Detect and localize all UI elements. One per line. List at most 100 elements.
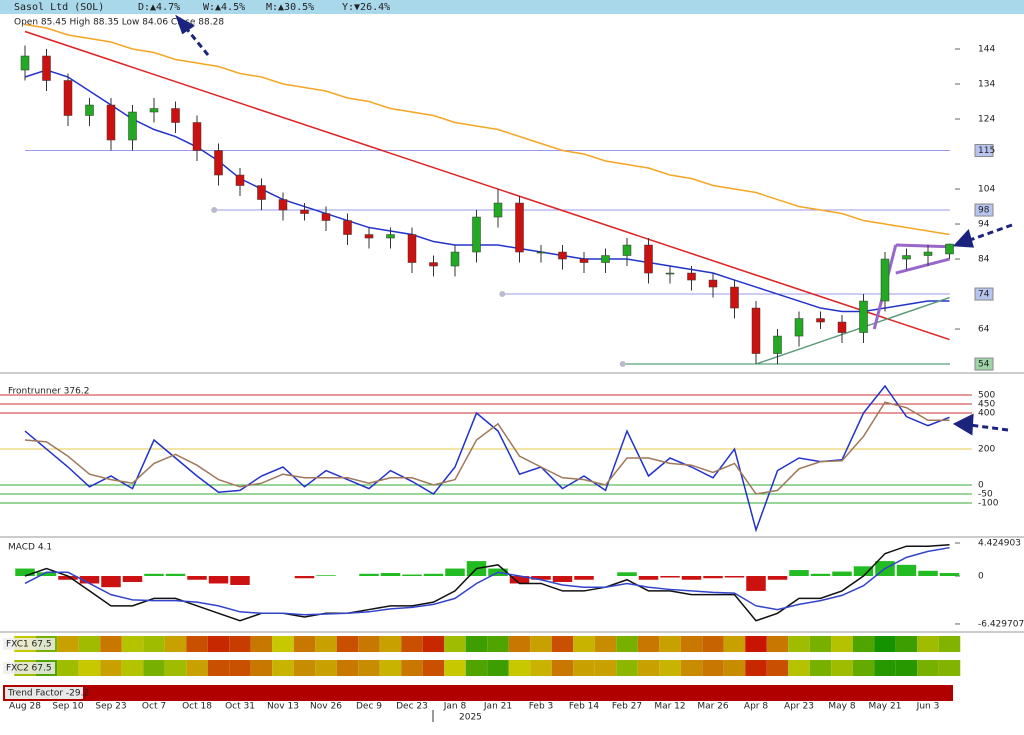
- arrow-head: [175, 14, 195, 35]
- candle-body: [665, 272, 675, 275]
- arrow-head: [952, 413, 974, 436]
- histogram-bar: [832, 571, 852, 577]
- candle-body: [300, 209, 309, 214]
- heat-cell: [723, 636, 746, 652]
- heat-cell: [487, 660, 509, 676]
- heat-cell: [788, 636, 810, 652]
- x-tick-label: Apr 8: [744, 702, 768, 712]
- arrow-head: [952, 229, 975, 248]
- heat-cell: [874, 660, 896, 676]
- heat-cell: [508, 660, 531, 676]
- x-tick-label: Nov 13: [267, 702, 299, 712]
- histogram-bar: [230, 576, 250, 585]
- candle-body: [343, 220, 352, 235]
- series-line: [24, 543, 950, 622]
- histogram-bar: [359, 573, 379, 577]
- histogram-bar: [316, 575, 336, 577]
- histogram-bar: [15, 568, 35, 577]
- heat-cell: [379, 660, 402, 676]
- heat-label: FXC2 67.5: [6, 664, 52, 674]
- level-anchor: [211, 207, 218, 214]
- heat-cell: [917, 660, 939, 676]
- series-line: [24, 401, 950, 495]
- year-label: 2025: [459, 713, 482, 723]
- heat-cell: [336, 636, 359, 652]
- heat-cell: [336, 660, 359, 676]
- heat-cell: [508, 636, 531, 652]
- heat-cell: [121, 660, 144, 676]
- trend-factor-label: Trend Factor -29.2: [7, 689, 89, 699]
- heat-cell: [272, 660, 294, 676]
- candle-body: [42, 55, 51, 81]
- heat-cell: [229, 660, 251, 676]
- heat-cell: [745, 636, 767, 652]
- heat-cell: [573, 660, 595, 676]
- candle-body: [816, 318, 825, 323]
- heat-cell: [938, 660, 961, 676]
- change: M:▲30.5%: [266, 2, 314, 13]
- heat-cell: [680, 660, 703, 676]
- histogram-bar: [79, 576, 100, 584]
- heat-cell: [401, 660, 423, 676]
- panel-title: MACD 4.1: [8, 543, 52, 553]
- histogram-bar: [423, 573, 444, 577]
- level-label: 98: [978, 206, 990, 216]
- heat-cell: [530, 636, 552, 652]
- heat-cell: [229, 636, 251, 652]
- x-tick-label: Dec 9: [356, 702, 382, 712]
- candle-body: [730, 286, 739, 309]
- trend-line: [755, 296, 950, 365]
- heat-cell: [573, 636, 595, 652]
- y-tick-label: 450: [978, 400, 995, 410]
- candle-body: [644, 244, 653, 274]
- series-line: [24, 23, 950, 236]
- series-line: [24, 69, 950, 313]
- heat-cell: [401, 636, 423, 652]
- series-line: [24, 546, 950, 616]
- trend-line: [895, 257, 950, 275]
- heat-cell: [809, 660, 832, 676]
- y-tick-label: 400: [978, 409, 995, 419]
- heat-cell: [530, 660, 552, 676]
- histogram-bar: [703, 576, 723, 579]
- x-tick-label: Apr 23: [784, 702, 814, 712]
- x-tick-label: Feb 27: [612, 702, 642, 712]
- heat-cell: [766, 660, 789, 676]
- candle-body: [214, 150, 223, 176]
- trend-factor-bar: [3, 685, 953, 701]
- histogram-bar: [122, 576, 143, 582]
- heat-cell: [702, 660, 724, 676]
- y-tick-label: 0: [978, 480, 984, 490]
- heat-cell: [809, 636, 832, 652]
- y-tick-label: -100: [978, 498, 999, 508]
- arrow: [969, 223, 1013, 242]
- heat-cell: [594, 636, 617, 652]
- heat-cell: [186, 660, 208, 676]
- histogram-bar: [101, 576, 121, 588]
- histogram-bar: [939, 573, 960, 577]
- heat-cell: [250, 660, 273, 676]
- histogram-bar: [402, 574, 422, 577]
- candle-body: [945, 243, 954, 255]
- histogram-bar: [724, 576, 745, 578]
- heat-cell: [852, 660, 875, 676]
- y-tick-label: 94: [978, 220, 990, 230]
- heat-cell: [659, 636, 681, 652]
- header-bar: [0, 0, 1024, 14]
- histogram-bar: [853, 566, 874, 577]
- candle-body: [63, 80, 73, 116]
- heat-cell: [616, 660, 638, 676]
- x-tick-label: Jan 21: [483, 702, 512, 712]
- x-tick-label: Mar 12: [654, 702, 685, 712]
- heat-cell: [938, 636, 961, 652]
- candle-body: [493, 202, 503, 218]
- y-tick-label: 4.424903: [978, 539, 1021, 549]
- x-tick-label: May 21: [869, 702, 902, 712]
- histogram-bar: [552, 576, 573, 582]
- heat-cell: [186, 636, 208, 652]
- annotation-arrows: [175, 14, 1013, 436]
- heat-cell: [831, 636, 853, 652]
- heat-cell: [465, 660, 488, 676]
- candle-body: [364, 234, 374, 239]
- candle-body: [622, 244, 632, 256]
